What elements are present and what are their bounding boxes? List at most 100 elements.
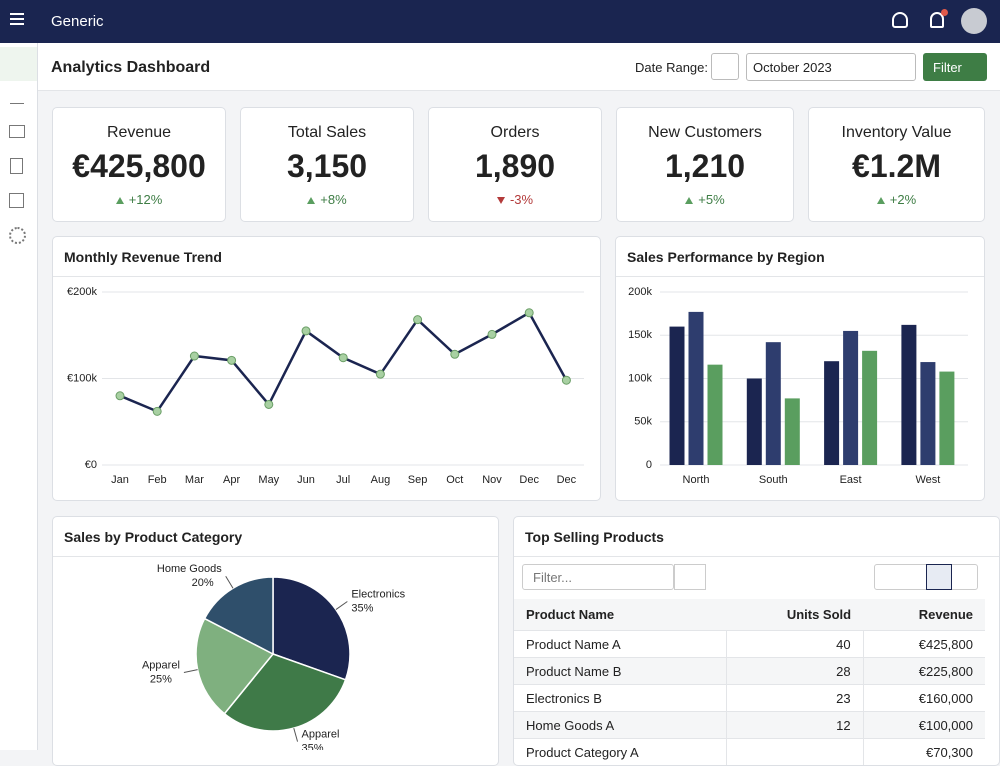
pie-value-label: 25%: [150, 673, 172, 685]
menu-icon[interactable]: [10, 13, 24, 15]
delta-arrow: [876, 197, 885, 204]
delta-arrow: [685, 197, 694, 204]
top-bar: Generic: [0, 0, 1000, 43]
x-tick-label: Feb: [148, 474, 167, 486]
x-tick-label: May: [258, 474, 279, 486]
point: [301, 326, 311, 336]
pie-value-label: 35%: [302, 743, 324, 750]
nav-card[interactable]: [9, 125, 25, 138]
y-tick-label: 150k: [628, 329, 652, 341]
point: [264, 399, 274, 409]
pager-next[interactable]: [926, 564, 952, 590]
x-tick-label: Jul: [336, 474, 350, 486]
table-cell: €425,800: [862, 630, 985, 658]
kpi-delta: +8%: [241, 192, 413, 207]
kpi-label: Orders: [490, 124, 540, 141]
table-row: Electronics B 23 €160,000: [514, 684, 985, 712]
kpi-delta: -3%: [429, 192, 601, 207]
x-tick-label: Oct: [446, 474, 463, 486]
slice: [272, 576, 351, 681]
nav-doc[interactable]: [10, 158, 23, 174]
bar: [746, 378, 762, 465]
point: [115, 391, 125, 401]
y-tick-label: €200k: [67, 286, 97, 298]
user-icon[interactable]: [892, 12, 908, 28]
kpi-value: 1,890: [474, 148, 556, 184]
bar: [939, 371, 955, 465]
table-cell: 28: [725, 657, 864, 685]
table-cell: €225,800: [862, 657, 985, 685]
table-cell: €160,000: [862, 684, 985, 712]
card-title: Monthly Revenue Trend: [64, 249, 222, 265]
kpi-card: Inventory Value €1.2M +2%: [808, 107, 985, 222]
leader-line: [225, 575, 234, 589]
bar: [843, 330, 859, 465]
kpi-delta: +2%: [809, 192, 984, 207]
table-cell: 40: [725, 630, 864, 658]
date-range-label: Date Range:: [635, 60, 708, 75]
sidebar: [0, 43, 38, 750]
x-tick-label: South: [759, 474, 788, 486]
calendar-button[interactable]: [711, 53, 739, 80]
y-tick-label: €0: [85, 459, 97, 471]
point: [524, 308, 534, 318]
pie-label: Home Goods: [157, 563, 222, 575]
nav-home[interactable]: [0, 47, 37, 81]
filter-icon[interactable]: [674, 564, 706, 590]
pie-label: Apparel: [302, 729, 340, 741]
bar: [920, 362, 936, 465]
bar: [669, 326, 685, 465]
column-header: Units Sold: [726, 599, 864, 631]
kpi-value: 1,210: [664, 148, 746, 184]
y-tick-label: €100k: [67, 372, 97, 384]
point: [487, 329, 497, 339]
avatar[interactable]: [961, 8, 987, 34]
table-row: Product Name B 28 €225,800: [514, 657, 985, 685]
x-tick-label: Mar: [185, 474, 204, 486]
table-cell: 12: [725, 711, 864, 739]
kpi-label: New Customers: [648, 124, 762, 141]
slice: [195, 617, 275, 715]
leader-line: [183, 669, 198, 674]
charts: €0 €100k €200k Jan Feb Mar Apr May Jun Jul Aug Sep O…: [67, 286, 968, 750]
kpi-card: Orders 1,890 -3%: [428, 107, 602, 222]
x-tick-label: North: [683, 474, 710, 486]
page-title: Analytics Dashboard: [51, 59, 211, 76]
point: [338, 353, 348, 363]
x-tick-label: Aug: [371, 474, 391, 486]
nav-chart[interactable]: [10, 90, 24, 104]
table-cell: €100,000: [862, 711, 985, 739]
nav-settings[interactable]: [9, 227, 26, 244]
filter-button[interactable]: Filter: [923, 53, 987, 81]
table-row: Product Name A 40 €425,800: [514, 630, 985, 658]
delta-arrow: [496, 197, 505, 204]
x-tick-label: Apr: [223, 474, 240, 486]
table-cell: Product Name A: [514, 630, 727, 658]
nav-report[interactable]: [9, 193, 24, 208]
slice: [203, 576, 274, 656]
table-cell: 23: [725, 684, 864, 712]
bar: [824, 361, 840, 465]
kpi-card: New Customers 1,210 +5%: [616, 107, 794, 222]
pie-label: Apparel: [142, 659, 180, 671]
delta-text: +12%: [128, 192, 163, 207]
y-tick-label: 0: [646, 459, 652, 471]
point: [375, 369, 385, 379]
kpi-label: Revenue: [106, 124, 172, 141]
point: [413, 315, 423, 325]
table-filter[interactable]: Filter...: [522, 564, 674, 590]
date-select[interactable]: October 2023: [746, 53, 916, 81]
delta-text: -3%: [509, 192, 534, 207]
x-tick-label: Nov: [482, 474, 502, 486]
leader-line: [335, 601, 348, 611]
delta-text: +8%: [320, 192, 347, 207]
table-row: Home Goods A 12 €100,000: [514, 711, 985, 739]
table-cell: Product Name B: [514, 657, 727, 685]
kpi-card: Revenue €425,800 +12%: [52, 107, 226, 222]
bell-icon[interactable]: [930, 12, 944, 28]
kpi-delta: +5%: [617, 192, 793, 207]
delta-text: +5%: [698, 192, 725, 207]
x-tick-label: Sep: [408, 474, 428, 486]
pie-value-label: 20%: [192, 577, 214, 589]
